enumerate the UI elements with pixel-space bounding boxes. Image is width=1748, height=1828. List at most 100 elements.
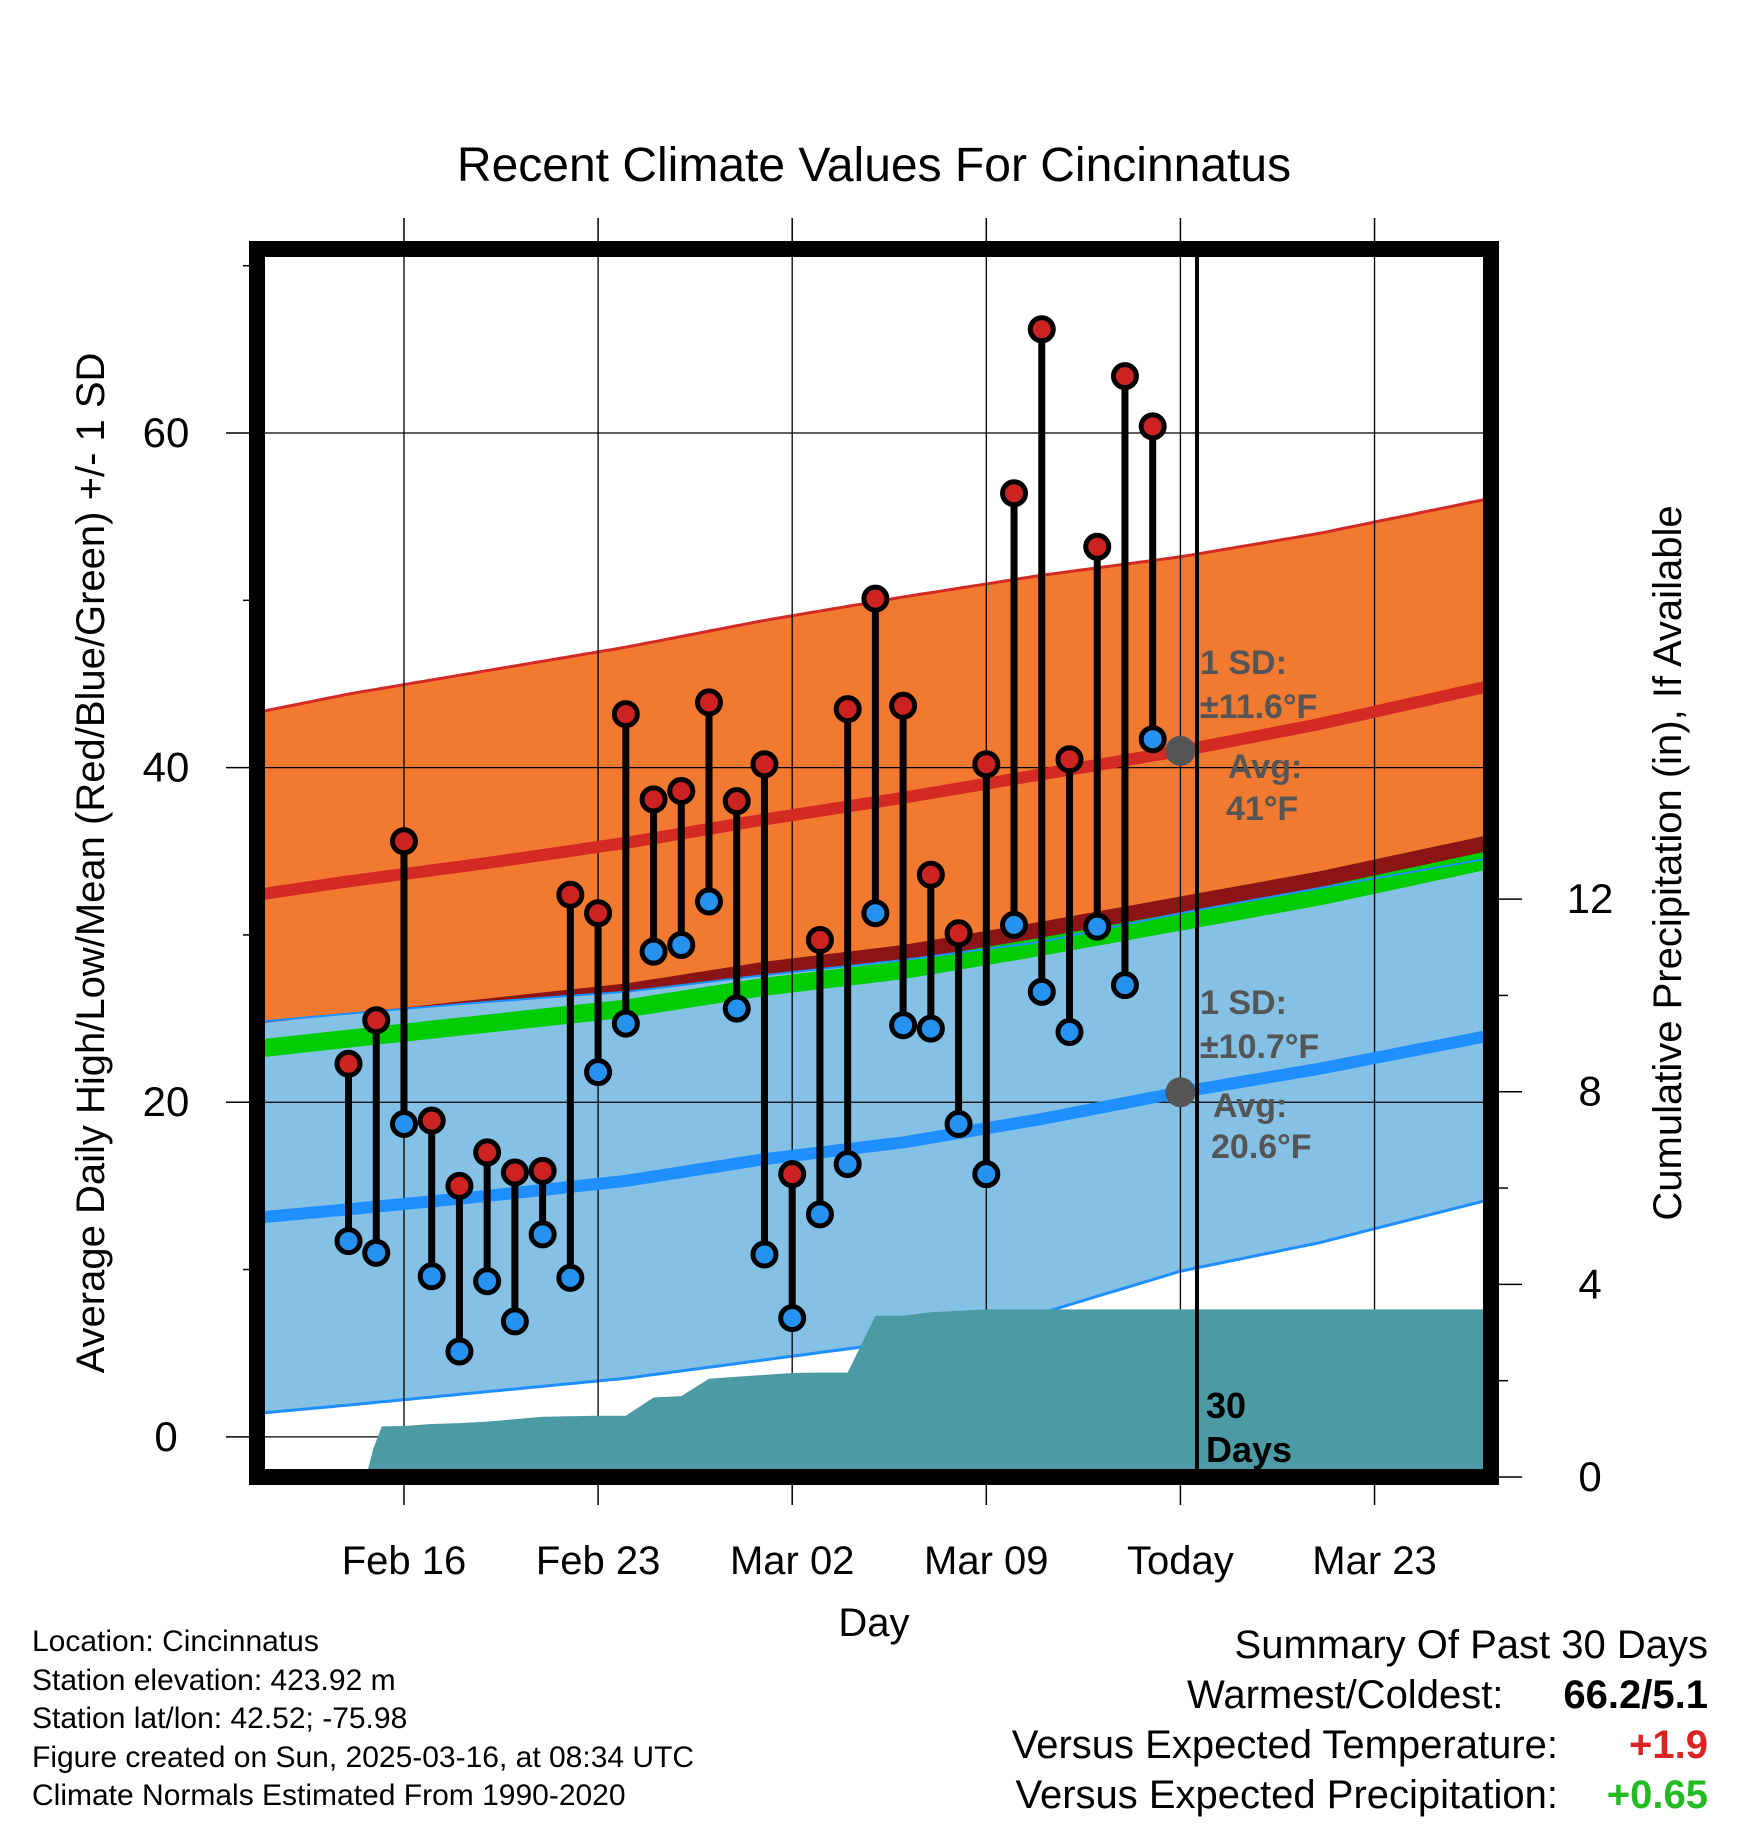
precipitation-label: Versus Expected Precipitation: (1015, 1773, 1558, 1817)
daily-low-point (778, 1304, 807, 1333)
axes: Feb 16 Feb 23 Mar 02 Mar 09 Today Mar 2302040… (143, 218, 1614, 1583)
daily-high-point (778, 1160, 807, 1189)
precip-fill (257, 1309, 1491, 1477)
daily-high-point (944, 919, 973, 948)
x-tick-label: Today (1127, 1539, 1234, 1583)
daily-low-point (528, 1220, 557, 1249)
daily-high-point (805, 925, 834, 954)
daily-high-point (500, 1158, 529, 1187)
daily-low-point (722, 994, 751, 1023)
daily-high-point (722, 787, 751, 816)
daily-low-point (972, 1160, 1001, 1189)
daily-high-point (1083, 532, 1112, 561)
y-tick-label: 20 (143, 1078, 190, 1125)
daily-high-point (889, 691, 918, 720)
x-tick-label: Mar 09 (924, 1539, 1049, 1583)
x-axis-label: Day (838, 1601, 909, 1645)
daily-low-point (389, 1109, 418, 1138)
daily-high-point (639, 785, 668, 814)
daily-high-point (1110, 362, 1139, 391)
daily-low-point (334, 1227, 363, 1256)
daily-high-point (833, 695, 862, 724)
daily-low-point (667, 930, 696, 959)
daily-low-point (417, 1262, 446, 1291)
warmest-coldest-label: Warmest/Coldest: (1187, 1673, 1504, 1717)
mean-line (257, 850, 1491, 1058)
daily-low-point (445, 1337, 474, 1366)
daily-low-point (805, 1200, 834, 1229)
daily-low-point (1055, 1017, 1084, 1046)
warmest-coldest-row: Warmest/Coldest: 66.2/5.1 (1012, 1670, 1708, 1720)
x-tick-label: Mar 02 (730, 1539, 855, 1583)
station-info: Location: Cincinnatus Station elevation:… (32, 1623, 694, 1816)
elevation-text: Station elevation: 423.92 m (32, 1663, 396, 1697)
daily-high-point (362, 1006, 391, 1035)
daily-low-point (611, 1009, 640, 1038)
daily-low-point (833, 1150, 862, 1179)
chart-title: Recent Climate Values For Cincinnatus (457, 139, 1291, 192)
daily-high-point (445, 1171, 474, 1200)
daily-high-point (611, 700, 640, 729)
daily-high-point (750, 750, 779, 779)
low-avg-label: Avg: (1213, 1087, 1287, 1125)
y2-tick-label: 4 (1578, 1260, 1601, 1307)
y2-tick-label: 12 (1567, 875, 1614, 922)
daily-low-point (1083, 912, 1112, 941)
high-sd-value: ±11.6°F (1200, 688, 1317, 726)
daily-high-point (473, 1138, 502, 1167)
daily-low-point (750, 1240, 779, 1269)
normals-text: Climate Normals Estimated From 1990-2020 (32, 1779, 626, 1812)
plot-frame (249, 241, 1499, 1485)
daily-high-point (695, 688, 724, 717)
high-today-marker (1165, 735, 1196, 766)
daily-high-point (556, 880, 585, 909)
daily-high-point (1055, 745, 1084, 774)
latlon-text: Station lat/lon: 42.52; -75.98 (32, 1702, 408, 1735)
y2-tick-label: 8 (1578, 1068, 1601, 1115)
summary-panel: Summary Of Past 30 Days Warmest/Coldest:… (1012, 1620, 1708, 1820)
high-sd-label: 1 SD: (1200, 644, 1287, 682)
precipitation-area (257, 1309, 1491, 1477)
daily-high-point (861, 584, 890, 613)
y-tick-label: 0 (154, 1413, 177, 1460)
created-text: Figure created on Sun, 2025-03-16, at 08… (32, 1740, 695, 1774)
x-tick-label: Feb 23 (536, 1539, 661, 1583)
daily-high-point (1027, 315, 1056, 344)
daily-high-point (1000, 479, 1029, 508)
daily-low-point (1000, 910, 1029, 939)
x-tick-label: Mar 23 (1312, 1539, 1437, 1583)
daily-low-point (556, 1263, 585, 1292)
warmest-coldest-value: 66.2/5.1 (1563, 1673, 1708, 1717)
daily-low-point (944, 1109, 973, 1138)
daily-low-point (889, 1011, 918, 1040)
daily-high-point (334, 1049, 363, 1078)
daily-low-point (362, 1238, 391, 1267)
precipitation-row: Versus Expected Precipitation: +0.65 (1012, 1770, 1708, 1820)
summary-title: Summary Of Past 30 Days (1234, 1623, 1708, 1667)
daily-low-point (861, 899, 890, 928)
window-label-30: 30 (1206, 1385, 1246, 1426)
daily-low-point (639, 937, 668, 966)
high-avg-label: Avg: (1228, 748, 1302, 786)
low-sd-value: ±10.7°F (1200, 1028, 1319, 1066)
daily-low-point (916, 1014, 945, 1043)
temperature-row: Versus Expected Temperature: +1.9 (1012, 1720, 1708, 1770)
location-text: Location: Cincinnatus (32, 1625, 319, 1658)
low-avg-value: 20.6°F (1211, 1128, 1312, 1166)
low-today-marker (1165, 1077, 1196, 1108)
daily-low-point (1138, 725, 1167, 754)
high-avg-value: 41°F (1226, 790, 1298, 828)
x-tick-label: Feb 16 (342, 1539, 467, 1583)
y-tick-label: 60 (143, 409, 190, 456)
daily-low-point (1110, 971, 1139, 1000)
y2-axis-label: Cumulative Precipitation (in), If Availa… (1646, 505, 1690, 1220)
daily-low-point (1027, 977, 1056, 1006)
y2-tick-label: 0 (1578, 1453, 1601, 1500)
daily-values (334, 315, 1167, 1366)
daily-low-point (500, 1307, 529, 1336)
daily-high-point (417, 1106, 446, 1135)
daily-low-point (695, 887, 724, 916)
temperature-label: Versus Expected Temperature: (1011, 1723, 1558, 1767)
